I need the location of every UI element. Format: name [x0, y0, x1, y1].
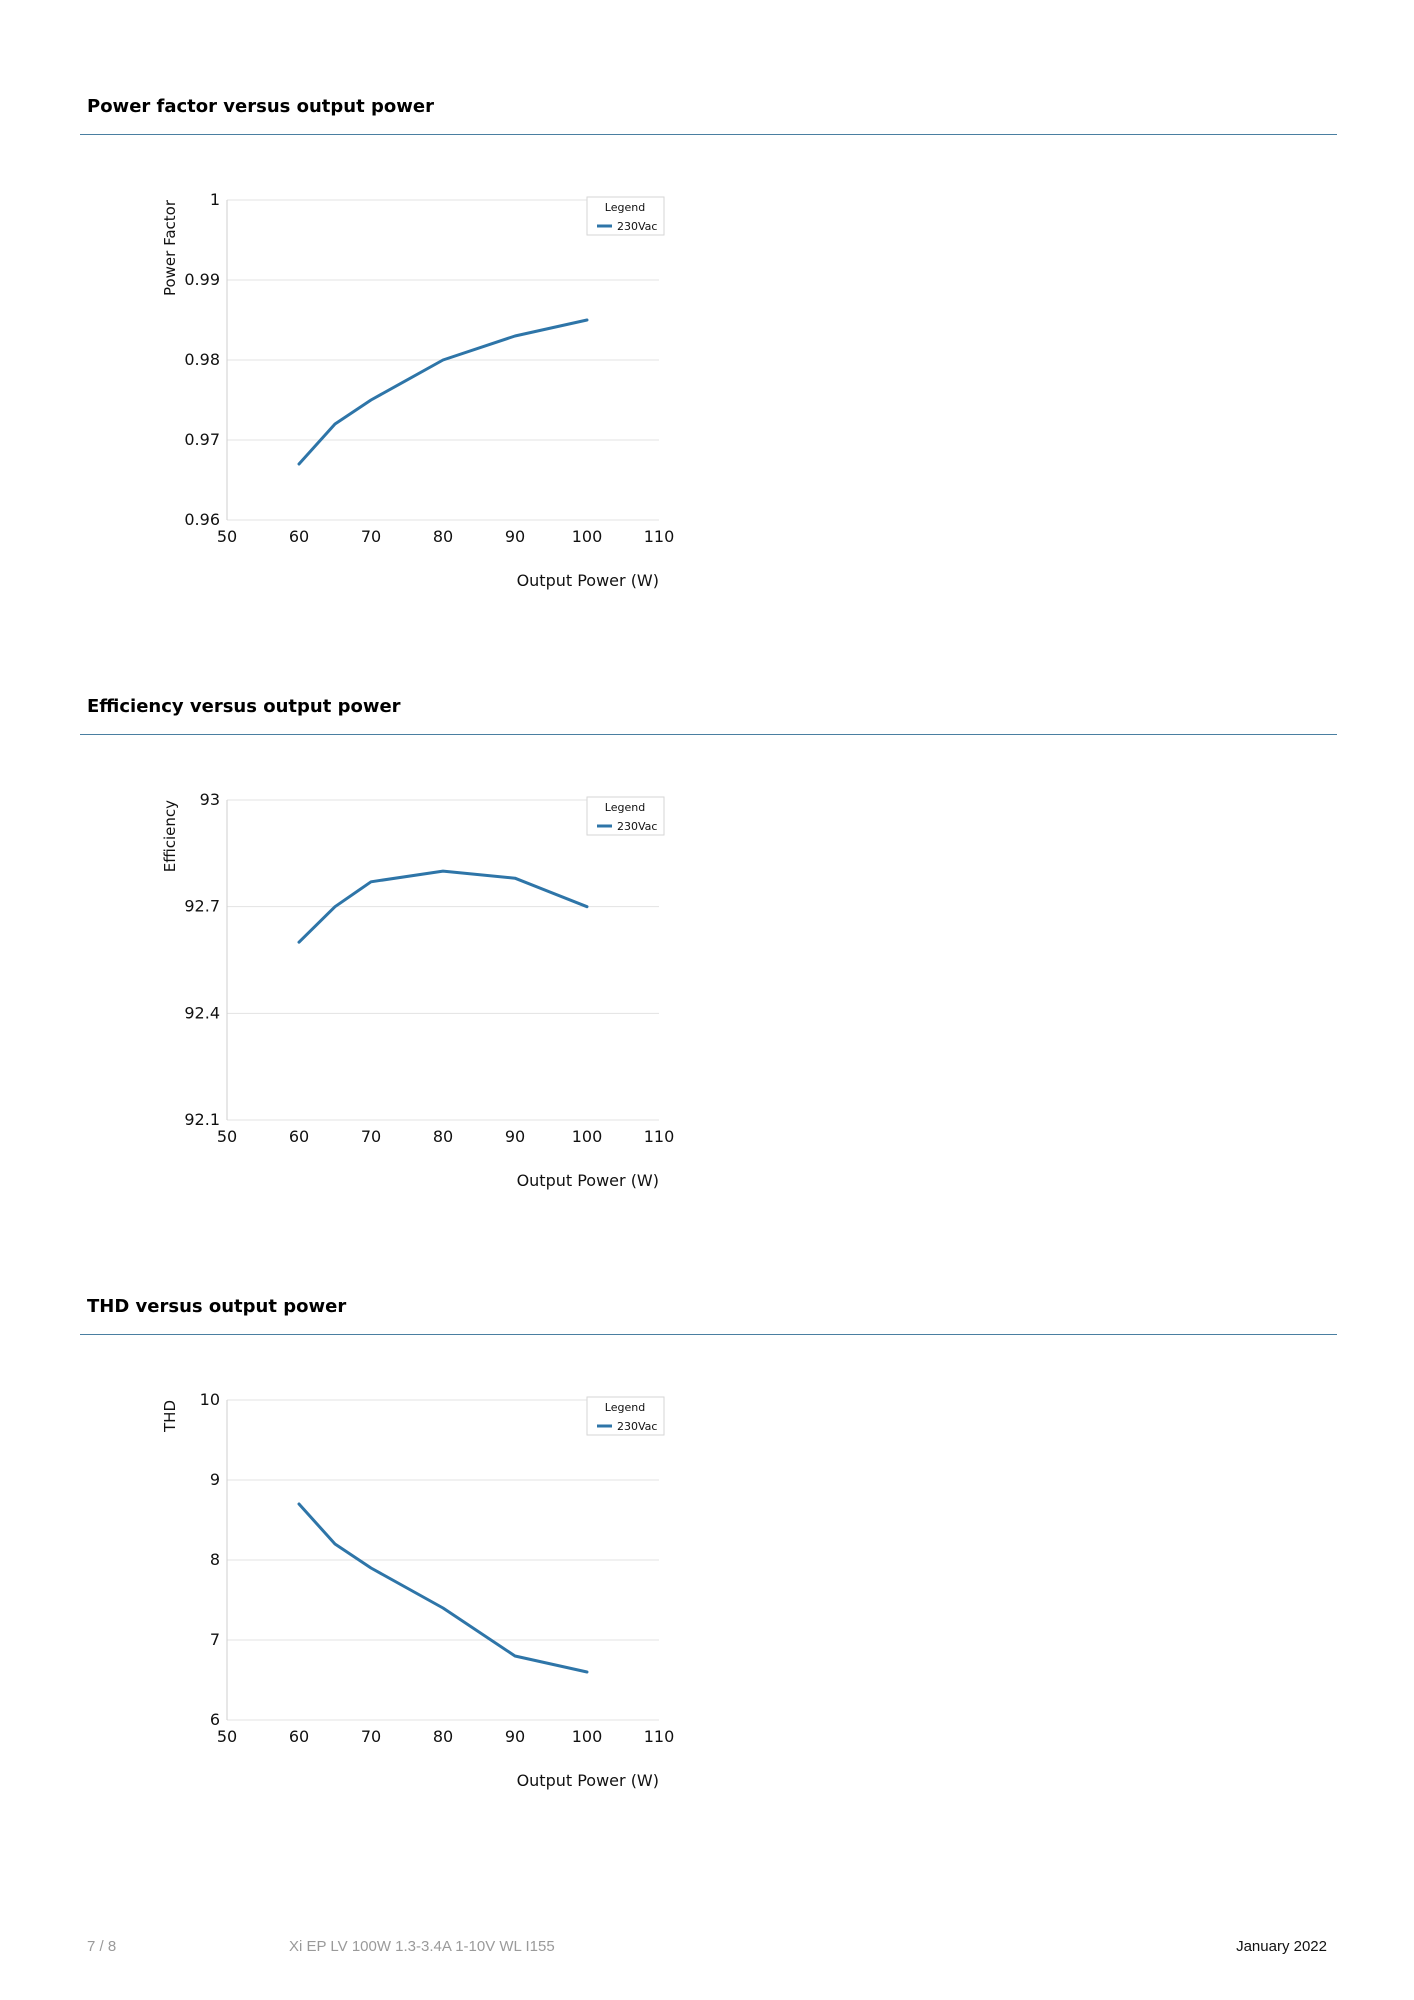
y-tick-label: 1	[210, 190, 220, 209]
x-tick-label: 100	[572, 1727, 603, 1746]
y-tick-label: 0.99	[184, 270, 220, 289]
y-tick-label: 0.97	[184, 430, 220, 449]
legend-entry: 230Vac	[617, 1420, 657, 1433]
chart-power-factor: 0.96 0.97 0.98 0.99 1 50 60 70 80 90 100 110 Output …	[145, 172, 690, 642]
x-tick-label: 110	[644, 527, 675, 546]
chart-thd: 6 7 8 9 10 50 60 70 80 90 100 110 Output Power (W) TH…	[145, 1372, 690, 1842]
y-tick-label: 6	[210, 1710, 220, 1729]
x-tick-label: 70	[361, 1727, 381, 1746]
x-axis-title: Output Power (W)	[517, 1171, 659, 1190]
x-tick-label: 80	[433, 1127, 453, 1146]
y-tick-label: 0.98	[184, 350, 220, 369]
y-axis-title: Efficiency	[161, 800, 179, 872]
x-tick-label: 50	[217, 1727, 237, 1746]
series-line-230vac	[297, 1502, 589, 1674]
y-tick-label: 0.96	[184, 510, 220, 529]
x-tick-label: 90	[505, 527, 525, 546]
legend-title: Legend	[605, 201, 645, 214]
x-tick-label: 110	[644, 1727, 675, 1746]
x-tick-label: 50	[217, 1127, 237, 1146]
chart-legend: Legend 230Vac	[586, 796, 665, 836]
x-tick-label: 70	[361, 1127, 381, 1146]
x-tick-label: 110	[644, 1127, 675, 1146]
section-title-efficiency: Efficiency versus output power	[87, 696, 401, 717]
section-divider	[80, 134, 1337, 135]
y-tick-label: 92.7	[184, 897, 220, 916]
footer-page-number: 7 / 8	[87, 1938, 117, 1955]
y-tick-label: 93	[200, 790, 220, 809]
chart-legend: Legend 230Vac	[586, 1396, 665, 1436]
x-tick-label: 100	[572, 1127, 603, 1146]
chart-legend: Legend 230Vac	[586, 196, 665, 236]
x-tick-label: 90	[505, 1727, 525, 1746]
x-tick-label: 60	[289, 1727, 309, 1746]
legend-title: Legend	[605, 1401, 645, 1414]
y-tick-label: 10	[200, 1390, 220, 1409]
y-axis-title: THD	[161, 1400, 179, 1433]
x-axis-title: Output Power (W)	[517, 571, 659, 590]
x-tick-label: 70	[361, 527, 381, 546]
x-tick-label: 60	[289, 527, 309, 546]
legend-box	[586, 796, 665, 836]
footer-date: January 2022	[1236, 1938, 1327, 1955]
chart-svg: 0.96 0.97 0.98 0.99 1 50 60 70 80 90 100 110 Output …	[161, 190, 675, 590]
x-tick-label: 90	[505, 1127, 525, 1146]
chart-svg: 6 7 8 9 10 50 60 70 80 90 100 110 Output Power (W) TH…	[161, 1390, 675, 1790]
section-title-power-factor: Power factor versus output power	[87, 96, 434, 117]
y-tick-label: 92.1	[184, 1110, 220, 1129]
legend-box	[586, 1396, 665, 1436]
x-tick-label: 60	[289, 1127, 309, 1146]
legend-box	[586, 196, 665, 236]
section-divider	[80, 1334, 1337, 1335]
chart-svg: 92.1 92.4 92.7 93 50 60 70 80 90 100 110 Output Pow…	[161, 790, 675, 1190]
x-tick-label: 100	[572, 527, 603, 546]
section-divider	[80, 734, 1337, 735]
y-tick-label: 92.4	[184, 1003, 220, 1022]
y-tick-label: 7	[210, 1630, 220, 1649]
series-line-230vac	[297, 869, 589, 944]
legend-entry: 230Vac	[617, 820, 657, 833]
chart-efficiency: 92.1 92.4 92.7 93 50 60 70 80 90 100 110 Output Pow…	[145, 772, 690, 1242]
y-tick-label: 9	[210, 1470, 220, 1489]
y-axis-title: Power Factor	[161, 199, 179, 296]
x-axis-title: Output Power (W)	[517, 1771, 659, 1790]
x-tick-label: 80	[433, 1727, 453, 1746]
series-line-230vac	[297, 318, 589, 466]
x-tick-label: 80	[433, 527, 453, 546]
legend-title: Legend	[605, 801, 645, 814]
section-title-thd: THD versus output power	[87, 1296, 347, 1317]
legend-entry: 230Vac	[617, 220, 657, 233]
y-tick-label: 8	[210, 1550, 220, 1569]
x-tick-label: 50	[217, 527, 237, 546]
footer-product-name: Xi EP LV 100W 1.3-3.4A 1-10V WL I155	[289, 1938, 555, 1955]
